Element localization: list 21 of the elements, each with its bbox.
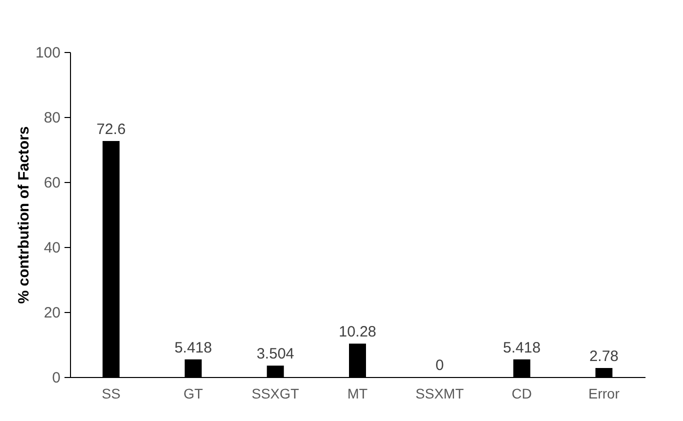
x-tick-label: CD [512, 386, 532, 402]
x-tick-label: SS [102, 386, 120, 402]
y-tick-label: 20 [44, 304, 60, 322]
x-tick-label: Error [588, 386, 620, 402]
y-axis-title: % contrbution of Factors [15, 126, 32, 304]
y-tick-label: 0 [52, 370, 60, 386]
x-tick-label: SSXGT [252, 386, 300, 402]
y-tick-label: 60 [44, 174, 60, 192]
data-label: 0 [435, 357, 444, 374]
x-tick-label: MT [347, 386, 368, 402]
y-tick-label: 100 [35, 44, 60, 62]
x-tick-label: GT [183, 386, 204, 402]
data-label: 5.418 [503, 339, 541, 356]
data-label: 72.6 [96, 121, 126, 138]
data-label: 3.504 [256, 346, 294, 363]
x-tick-label: SSXMT [416, 386, 464, 402]
data-label: 5.418 [174, 339, 212, 356]
data-label: 10.28 [338, 324, 376, 341]
data-label: 2.78 [589, 348, 619, 365]
y-tick-label: 80 [44, 110, 60, 126]
y-tick-label: 40 [44, 240, 60, 256]
